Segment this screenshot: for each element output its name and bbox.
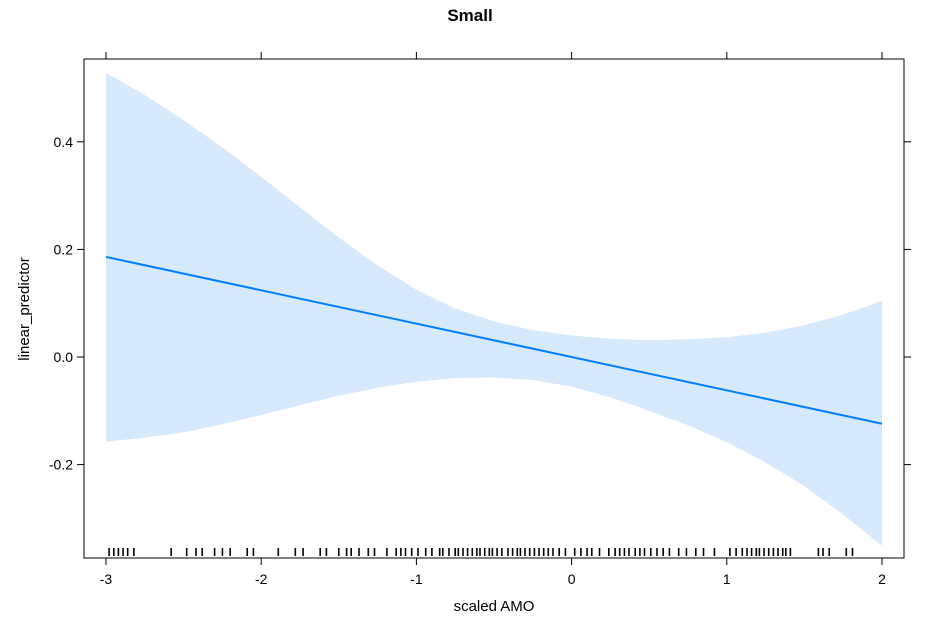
y-tick-label: 0.0 xyxy=(54,349,74,365)
x-tick-label: -3 xyxy=(100,571,113,587)
chart-title: Small xyxy=(447,6,492,25)
x-tick-label: 2 xyxy=(878,571,886,587)
rug-layer xyxy=(108,548,854,556)
y-tick-label: -0.2 xyxy=(49,457,73,473)
axes-layer: -3 -2 -1 0 1 2 -0.2 0.0 0.2 0.4 xyxy=(49,52,911,587)
plot-frame xyxy=(83,58,905,559)
y-tick-label: 0.2 xyxy=(54,241,74,257)
x-tick-label: -1 xyxy=(410,571,423,587)
y-tick-label: 0.4 xyxy=(54,134,74,150)
confidence-band xyxy=(106,72,882,546)
y-axis-label: linear_predictor xyxy=(16,257,33,360)
fit-line xyxy=(105,255,883,425)
x-tick-label: 1 xyxy=(723,571,731,587)
x-tick-label: 0 xyxy=(568,571,576,587)
x-axis-label: scaled AMO xyxy=(454,598,535,615)
fit-line-layer xyxy=(105,255,883,425)
confidence-band-layer xyxy=(106,72,882,546)
x-tick-label: -2 xyxy=(255,571,268,587)
